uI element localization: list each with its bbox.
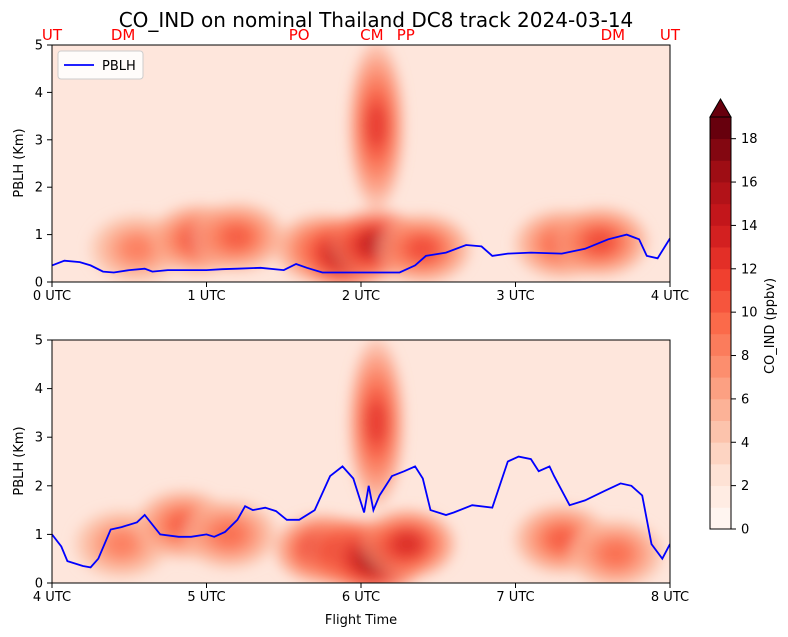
y-tick-label: 3 — [35, 133, 43, 148]
site-labels: UT DM PO CM PP DM UT — [42, 26, 681, 44]
colorbar-band — [710, 333, 731, 356]
y-axis-label: PBLH (Km) — [12, 426, 27, 495]
co-contour-field — [73, 340, 664, 583]
site-label: DM — [601, 26, 626, 44]
co-hotspot-7-level-4 — [408, 237, 438, 261]
colorbar-band — [710, 268, 731, 291]
colorbar-band — [710, 377, 731, 400]
legend-box — [57, 50, 144, 80]
colorbar-band — [710, 442, 731, 465]
co-contour-field — [89, 45, 649, 282]
x-tick-label: 4 UTC — [651, 289, 689, 304]
site-label: UT — [42, 26, 63, 44]
x-axis-label: Flight Time — [325, 613, 397, 628]
colorbar-tick-label: 18 — [741, 132, 758, 147]
colorbar-band — [710, 160, 731, 183]
x-tick-label: 6 UTC — [342, 590, 380, 605]
colorbar-band — [710, 312, 731, 335]
co-hotspot-0-level-4 — [122, 237, 152, 261]
colorbar-tick-label: 2 — [741, 479, 749, 494]
co-hotspot-2-level-4 — [215, 522, 245, 547]
chart-title: CO_IND on nominal Thailand DC8 track 202… — [119, 8, 634, 32]
site-label: DM — [111, 26, 136, 44]
colorbar-band — [710, 182, 731, 205]
colorbar-band — [710, 463, 731, 487]
pblh-line — [52, 233, 670, 274]
co-hotspot-9-level-4 — [601, 542, 631, 566]
co-hotspot-0-level-4 — [107, 532, 136, 556]
colorbar-tick-label: 4 — [741, 436, 749, 451]
y-tick-label: 5 — [35, 39, 43, 54]
colorbar-tick-label: 10 — [741, 306, 758, 321]
colorbar-tick-label: 8 — [741, 349, 749, 364]
colorbar-bands — [709, 98, 732, 530]
colorbar-tick-label: 16 — [741, 176, 758, 191]
colorbar-band — [710, 247, 731, 270]
y-tick-label: 0 — [35, 577, 43, 592]
colorbar-band — [710, 203, 731, 226]
x-tick-label: 4 UTC — [33, 590, 71, 605]
y-tick-label: 2 — [35, 479, 43, 494]
legend-entry-pblh: PBLH — [102, 59, 136, 74]
x-tick-label: 3 UTC — [496, 289, 534, 304]
site-label: CM — [360, 26, 383, 44]
legend: PBLH — [57, 50, 144, 80]
colorbar-band — [710, 290, 731, 313]
co-hotspot-6-level-4 — [366, 104, 387, 147]
colorbar-tick-label: 6 — [741, 392, 749, 407]
x-tick-label: 1 UTC — [187, 289, 225, 304]
y-tick-label: 1 — [35, 528, 43, 543]
x-tick-label: 2 UTC — [342, 289, 380, 304]
axis-ticks: 0 UTC 1 UTC 2 UTC 3 UTC 4 UTC 0 1 2 3 4 5 — [33, 39, 689, 305]
colorbar-band — [710, 225, 731, 248]
colorbar-band — [710, 398, 731, 421]
colorbar-tick-label: 14 — [741, 219, 758, 234]
co-hotspot-2-level-4 — [223, 225, 252, 249]
y-tick-label: 5 — [35, 334, 43, 349]
colorbar-frame — [709, 116, 732, 530]
site-label: PO — [289, 26, 310, 44]
colorbar-label: CO_IND (ppbv) — [763, 278, 778, 374]
colorbar-ticks: 0 2 4 6 8 10 12 14 16 18 — [731, 132, 758, 538]
y-axis-label: PBLH (Km) — [12, 128, 27, 197]
co-hotspot-8-level-4 — [547, 527, 577, 552]
y-tick-label: 4 — [35, 382, 43, 397]
co-hotspot-6-level-4 — [366, 401, 387, 444]
y-tick-label: 3 — [35, 431, 43, 446]
colorbar: 0 2 4 6 8 10 12 14 16 18 CO_IND (ppbv) — [709, 98, 778, 538]
panel-bottom: 4 UTC 5 UTC 6 UTC 7 UTC 8 UTC 0 1 2 3 4 5 PBLH (Km… — [12, 334, 689, 629]
colorbar-band — [710, 117, 731, 140]
x-tick-label: 5 UTC — [187, 590, 225, 605]
colorbar-extend-triangle — [709, 98, 732, 118]
y-tick-label: 4 — [35, 86, 43, 101]
panel-top: 0 UTC 1 UTC 2 UTC 3 UTC 4 UTC 0 1 2 3 4 5 UT DM PO CM… — [12, 26, 689, 304]
colorbar-tick-label: 0 — [741, 523, 749, 538]
colorbar-band — [710, 420, 731, 443]
colorbar-tick-label: 12 — [741, 262, 758, 277]
y-tick-label: 0 — [35, 276, 43, 291]
co-hotspot-7-level-4 — [392, 532, 422, 556]
site-label: UT — [660, 26, 681, 44]
x-tick-label: 0 UTC — [33, 289, 71, 304]
colorbar-band — [710, 507, 731, 530]
colorbar-band — [710, 485, 731, 508]
x-tick-label: 7 UTC — [496, 590, 534, 605]
colorbar-band — [710, 138, 731, 161]
site-label: PP — [397, 26, 415, 44]
y-tick-label: 2 — [35, 181, 43, 196]
x-tick-label: 8 UTC — [651, 590, 689, 605]
pblh-line — [52, 455, 670, 569]
y-tick-label: 1 — [35, 228, 43, 243]
axis-ticks: 4 UTC 5 UTC 6 UTC 7 UTC 8 UTC 0 1 2 3 4 5 — [33, 334, 689, 606]
colorbar-band — [710, 355, 731, 378]
